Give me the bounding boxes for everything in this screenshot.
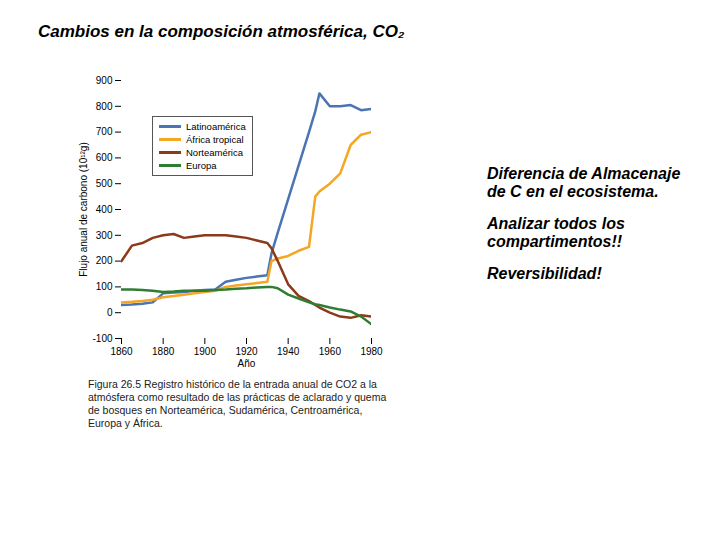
svg-text:1880: 1880 <box>152 346 175 357</box>
svg-text:200: 200 <box>96 255 113 266</box>
html-text:África tropical: África tropical <box>186 134 244 145</box>
svg-text:900: 900 <box>96 75 113 86</box>
svg-text:1900: 1900 <box>194 346 217 357</box>
svg-text:0: 0 <box>107 307 113 318</box>
svg-text:500: 500 <box>96 178 113 189</box>
svg-text:1980: 1980 <box>360 346 383 357</box>
svg-text:600: 600 <box>96 152 113 163</box>
html-text:Analizar todos los compartimen: Analizar todos los compartimentos!! <box>487 215 625 250</box>
svg-text:400: 400 <box>96 204 113 215</box>
svg-text:800: 800 <box>96 101 113 112</box>
html-text:Norteamérica: Norteamérica <box>186 147 243 158</box>
html-text:Reversibilidad!: Reversibilidad! <box>487 265 602 282</box>
svg-text:300: 300 <box>96 230 113 241</box>
svg-text:1960: 1960 <box>319 346 342 357</box>
html-text:Cambios en la composición atmo: Cambios en la composición atmosférica, C… <box>38 22 405 41</box>
svg-text:700: 700 <box>96 126 113 137</box>
svg-text:1920: 1920 <box>235 346 258 357</box>
html-text:Diferencia de Almacenaje de C: Diferencia de Almacenaje de C en el ecos… <box>487 165 681 200</box>
html-text:Latinoamérica: Latinoamérica <box>186 121 246 132</box>
html-text:Europa: Europa <box>186 160 217 171</box>
svg-text:Flujo anual de carbono (10¹²g): Flujo anual de carbono (10¹²g) <box>78 142 89 277</box>
svg-text:1940: 1940 <box>277 346 300 357</box>
svg-text:100: 100 <box>96 281 113 292</box>
svg-text:-100: -100 <box>92 333 112 344</box>
svg-text:1860: 1860 <box>110 346 133 357</box>
html-text:Figura 26.5 Registro histórico: Figura 26.5 Registro histórico de la ent… <box>88 378 387 429</box>
svg-text:Año: Año <box>238 358 256 369</box>
